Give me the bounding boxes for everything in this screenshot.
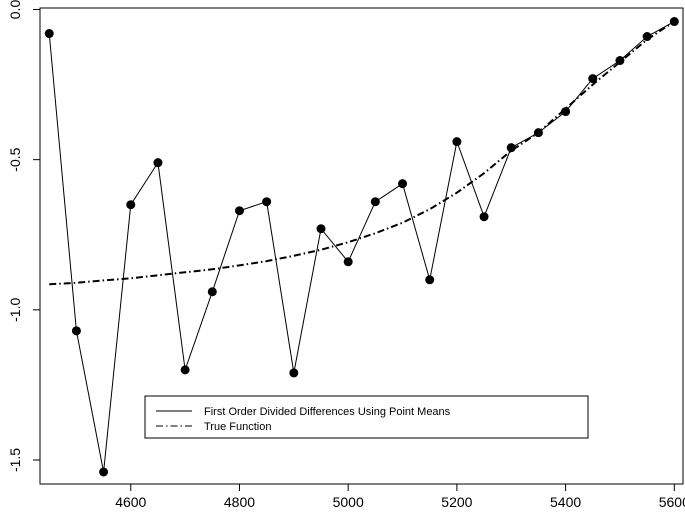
data-point <box>588 74 598 84</box>
data-point <box>180 365 190 375</box>
data-point <box>479 212 489 222</box>
x-axis: 4600 4800 5000 5200 5400 5600 <box>115 484 685 510</box>
x-tick-label: 5000 <box>333 494 364 510</box>
data-point <box>506 143 516 153</box>
data-point <box>44 29 54 39</box>
data-point <box>615 56 625 66</box>
y-tick-label: -1.5 <box>7 448 23 472</box>
series-layer <box>44 17 679 477</box>
x-tick-label: 5200 <box>441 494 472 510</box>
data-point <box>561 107 571 117</box>
data-point <box>316 224 326 234</box>
series-line-true-function <box>49 20 675 286</box>
data-point <box>126 200 136 210</box>
data-point <box>71 326 81 336</box>
data-point <box>425 275 435 285</box>
data-point <box>289 368 299 378</box>
data-point <box>398 179 408 189</box>
data-point <box>207 287 217 297</box>
legend: First Order Divided Differences Using Po… <box>144 395 589 439</box>
series-line-divided-differences <box>48 21 675 473</box>
x-tick-label: 5600 <box>659 494 685 510</box>
data-point <box>452 137 462 147</box>
y-tick-label: -1.0 <box>7 298 23 322</box>
y-tick-label: 0.0 <box>7 0 23 19</box>
data-point <box>153 158 163 168</box>
legend-label-true: True Function <box>204 421 271 433</box>
x-tick-label: 5400 <box>550 494 581 510</box>
data-point <box>99 467 109 477</box>
data-point <box>642 32 652 42</box>
data-point <box>234 206 244 216</box>
data-point <box>370 197 380 207</box>
data-point <box>669 17 679 27</box>
legend-label-observed: First Order Divided Differences Using Po… <box>204 406 451 418</box>
x-tick-label: 4800 <box>224 494 255 510</box>
x-tick-label: 4600 <box>115 494 146 510</box>
data-point <box>262 197 272 207</box>
y-tick-label: -0.5 <box>7 147 23 171</box>
data-point <box>533 128 543 138</box>
y-axis: -1.5 -1.0 -0.5 0.0 <box>7 0 40 472</box>
data-point <box>343 257 353 267</box>
legend-box <box>144 395 589 439</box>
plot-frame <box>39 7 684 485</box>
